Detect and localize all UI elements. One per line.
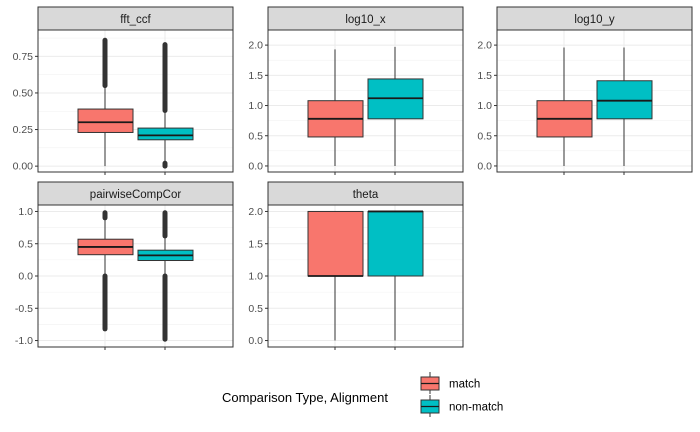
box-match [307,49,364,166]
panel-border [267,204,464,348]
y-tick-label: 0.0 [248,335,263,347]
box-match [307,210,364,341]
box-non-match [137,210,194,342]
box-match [536,47,593,166]
y-tick-label: 2.0 [248,40,263,52]
y-tick-label: 1.5 [248,238,263,250]
y-tick-label: 0.25 [13,124,34,136]
panel-border [267,29,464,173]
legend: Comparison Type, Alignment match non-match [222,372,503,417]
y-tick-label: 1.0 [477,100,492,112]
box-iqr [596,80,653,120]
y-tick-label: 0.0 [18,271,33,283]
box-iqr [307,210,364,277]
box-iqr [137,127,194,141]
panel-log10_x: log10_x 0.0 0.5 1.0 1.5 2.0 [248,6,464,175]
strip-label: pairwiseCompCor [90,189,182,201]
y-tick-label: 0.5 [477,130,492,142]
y-tick-label: 0.00 [13,161,34,173]
strip-label: fft_ccf [120,14,151,26]
y-tick-label: 2.0 [477,40,492,52]
y-tick-label: -1.0 [15,335,33,347]
legend-label: match [449,379,480,391]
y-tick-label: 0.5 [18,238,33,250]
strip-label: log10_y [574,14,615,26]
panel-background [38,30,233,172]
strip-label: theta [353,189,379,201]
legend-entry-match: match [420,372,480,394]
panel-fft_ccf: fft_ccf 0.00 0.25 0.50 0.75 [13,6,234,175]
panel-pairwiseCompCor: pairwiseCompCor -1.0 -0.5 0.0 0.5 1.0 [15,181,234,350]
y-tick-label: 2.0 [248,206,263,218]
panel-border [37,204,234,348]
panel-theta: theta 0.0 0.5 1.0 1.5 2.0 [248,181,464,350]
y-tick-label: 1.0 [248,271,263,283]
panel-border [37,29,234,173]
box-match [77,210,134,332]
y-tick-label: 0.5 [248,130,263,142]
y-tick-label: -0.5 [15,303,33,315]
box-iqr [77,108,134,133]
box-iqr [367,210,424,277]
box-match [77,37,134,167]
y-tick-label: 1.5 [477,70,492,82]
legend-title: Comparison Type, Alignment [222,390,388,405]
box-non-match [367,46,424,166]
y-tick-label: 1.0 [248,100,263,112]
box-non-match [596,47,653,166]
box-non-match [367,210,424,341]
y-tick-label: 1.0 [18,206,33,218]
panels-layer: fft_ccf 0.00 0.25 0.50 0.75 log10_x 0.0 0.5 1.0 1… [13,6,693,350]
panel-log10_y: log10_y 0.0 0.5 1.0 1.5 2.0 [477,6,693,175]
box-non-match [137,42,194,169]
y-tick-label: 0.0 [248,161,263,173]
panel-background [268,30,463,172]
y-tick-label: 0.0 [477,161,492,173]
legend-label: non-match [449,402,503,414]
strip-label: log10_x [345,14,386,26]
y-tick-label: 0.50 [13,88,34,100]
panel-border [496,29,693,173]
legend-entry-non-match: non-match [420,395,503,417]
y-tick-label: 1.5 [248,70,263,82]
y-tick-label: 0.75 [13,51,34,63]
y-tick-label: 0.5 [248,303,263,315]
panel-background [497,30,692,172]
